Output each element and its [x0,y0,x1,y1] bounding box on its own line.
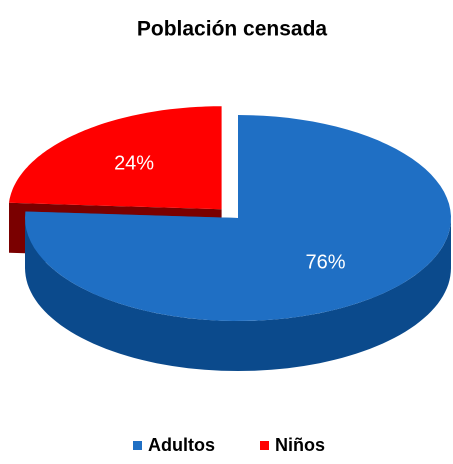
legend-label: Niños [275,435,325,455]
chart-title: Población censada [137,18,328,41]
legend-label: Adultos [148,435,215,455]
data-label: 76% [305,251,345,273]
legend-swatch [260,441,269,450]
slice [25,115,451,321]
slice: 76% [25,115,451,371]
slice [9,106,222,210]
legend-swatch [133,441,142,450]
data-label: 24% [114,152,154,174]
slice-side [25,218,451,371]
